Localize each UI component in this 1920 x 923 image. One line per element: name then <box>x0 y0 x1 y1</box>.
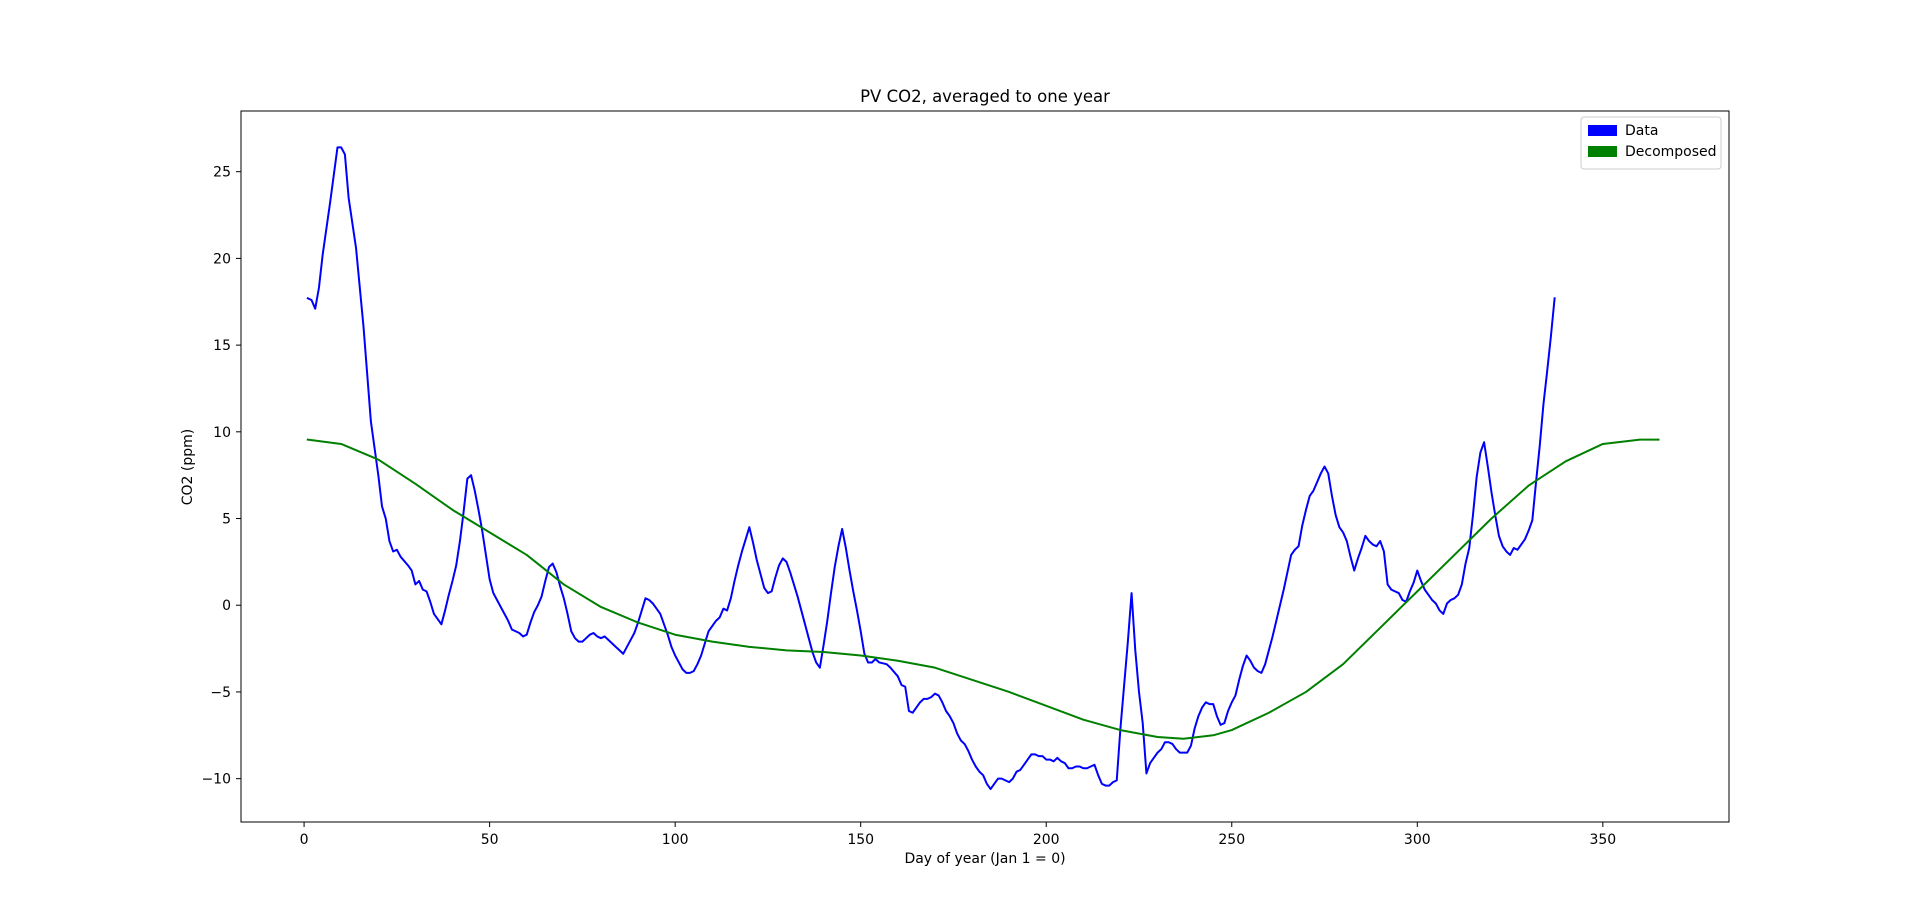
y-tick-label: 5 <box>222 512 231 528</box>
y-tick-label: 20 <box>213 251 231 267</box>
series-line-data <box>306 146 1556 791</box>
x-tick-label: 150 <box>847 832 874 848</box>
x-tick-label: 300 <box>1404 832 1431 848</box>
series-line-decomposed <box>306 438 1660 740</box>
y-tick-label: 25 <box>213 165 231 181</box>
plot-frame <box>240 110 1730 823</box>
x-tick-label: 100 <box>662 832 689 848</box>
x-tick-label: 0 <box>300 832 309 848</box>
y-tick-label: 15 <box>213 338 231 354</box>
y-axis-label: CO2 (ppm) <box>180 429 196 506</box>
y-tick-label: 0 <box>222 598 231 614</box>
y-tick-label: −5 <box>210 685 231 701</box>
x-tick-label: 50 <box>481 832 499 848</box>
legend-swatch-data <box>1588 125 1617 136</box>
x-tick-label: 350 <box>1589 832 1616 848</box>
chart-title: PV CO2, averaged to one year <box>860 87 1110 106</box>
x-tick-label: 200 <box>1033 832 1060 848</box>
legend-label-decomposed: Decomposed <box>1625 144 1717 160</box>
plot-area: 0 50 100 150 200 250 300 350 −10 −5 0 5 10 15 20 25 Data… <box>201 110 1730 848</box>
legend-swatch-decomposed <box>1588 146 1617 157</box>
legend: Data Decomposed <box>1580 116 1722 170</box>
x-tick-label: 250 <box>1218 832 1245 848</box>
x-axis-label: Day of year (Jan 1 = 0) <box>904 851 1065 867</box>
legend-label-data: Data <box>1625 123 1658 139</box>
y-tick-label: −10 <box>201 772 231 788</box>
y-tick-label: 10 <box>213 425 231 441</box>
